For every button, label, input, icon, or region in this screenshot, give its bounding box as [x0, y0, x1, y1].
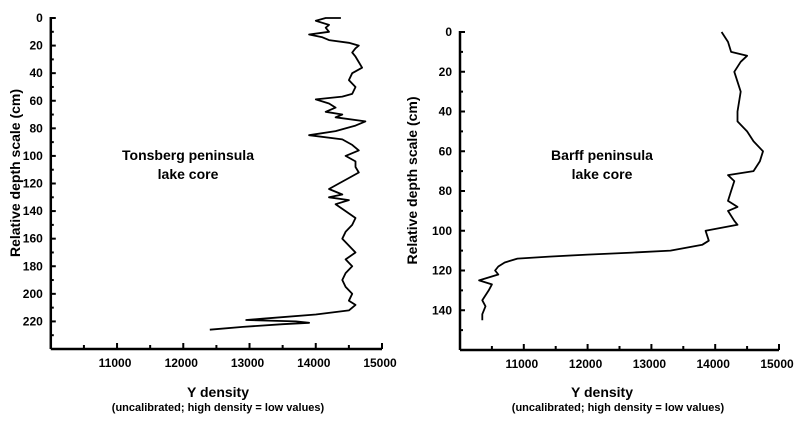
y-tick-label: 80	[29, 121, 43, 135]
y-tick-label: 120	[23, 177, 43, 191]
y-tick-label: 0	[36, 11, 43, 25]
y-axis-label: Relative depth scale (cm)	[404, 96, 420, 264]
x-axis-label: Y density	[571, 384, 633, 400]
tonsberg-chart: 11000 12000 13000 14000 15000 0 20 40 60 80 100 120…	[7, 11, 397, 414]
x-axis-sublabel: (uncalibrated; high density = low values…	[512, 402, 725, 414]
y-tick-label: 180	[23, 259, 43, 273]
x-tick-label: 14000	[297, 356, 331, 370]
x-tick-label: 12000	[165, 356, 199, 370]
x-tick-label: 12000	[569, 357, 603, 371]
x-tick-label: 15000	[760, 357, 794, 371]
y-tick-label: 20	[29, 39, 43, 53]
density-series-line	[209, 17, 367, 331]
y-tick-label: 100	[23, 149, 43, 163]
x-tick-label: 15000	[363, 356, 397, 370]
core-annotation: lake core	[158, 166, 219, 182]
x-axis-sublabel: (uncalibrated; high density = low values…	[112, 402, 325, 414]
y-tick-label: 60	[29, 94, 43, 108]
x-tick-label: 14000	[697, 357, 731, 371]
y-tick-label: 40	[439, 105, 453, 119]
y-tick-label: 20	[439, 65, 453, 79]
core-annotation: Barff peninsula	[551, 147, 653, 163]
x-tick-label: 13000	[231, 356, 265, 370]
x-tick-label: 11000	[505, 357, 538, 371]
y-tick-label: 80	[439, 184, 453, 198]
core-annotation: lake core	[572, 166, 633, 182]
y-tick-label: 220	[23, 314, 43, 328]
core-annotation: Tonsberg peninsula	[122, 147, 254, 163]
y-tick-label: 160	[23, 232, 43, 246]
x-tick-label: 11000	[99, 356, 132, 370]
y-tick-label: 140	[23, 204, 43, 218]
y-tick-label: 140	[432, 303, 452, 317]
x-tick-label: 13000	[633, 357, 667, 371]
barff-chart: 11000 12000 13000 14000 15000 0 20 40 60 80 100 120…	[404, 25, 794, 414]
y-tick-label: 100	[432, 224, 452, 238]
y-tick-label: 200	[23, 287, 43, 301]
y-axis-label: Relative depth scale (cm)	[7, 89, 23, 257]
y-tick-label: 60	[439, 144, 453, 158]
density-series-line	[478, 31, 764, 321]
y-tick-label: 120	[432, 264, 452, 278]
y-tick-label: 40	[29, 66, 43, 80]
y-tick-label: 0	[445, 25, 452, 39]
x-axis-label: Y density	[187, 384, 249, 400]
